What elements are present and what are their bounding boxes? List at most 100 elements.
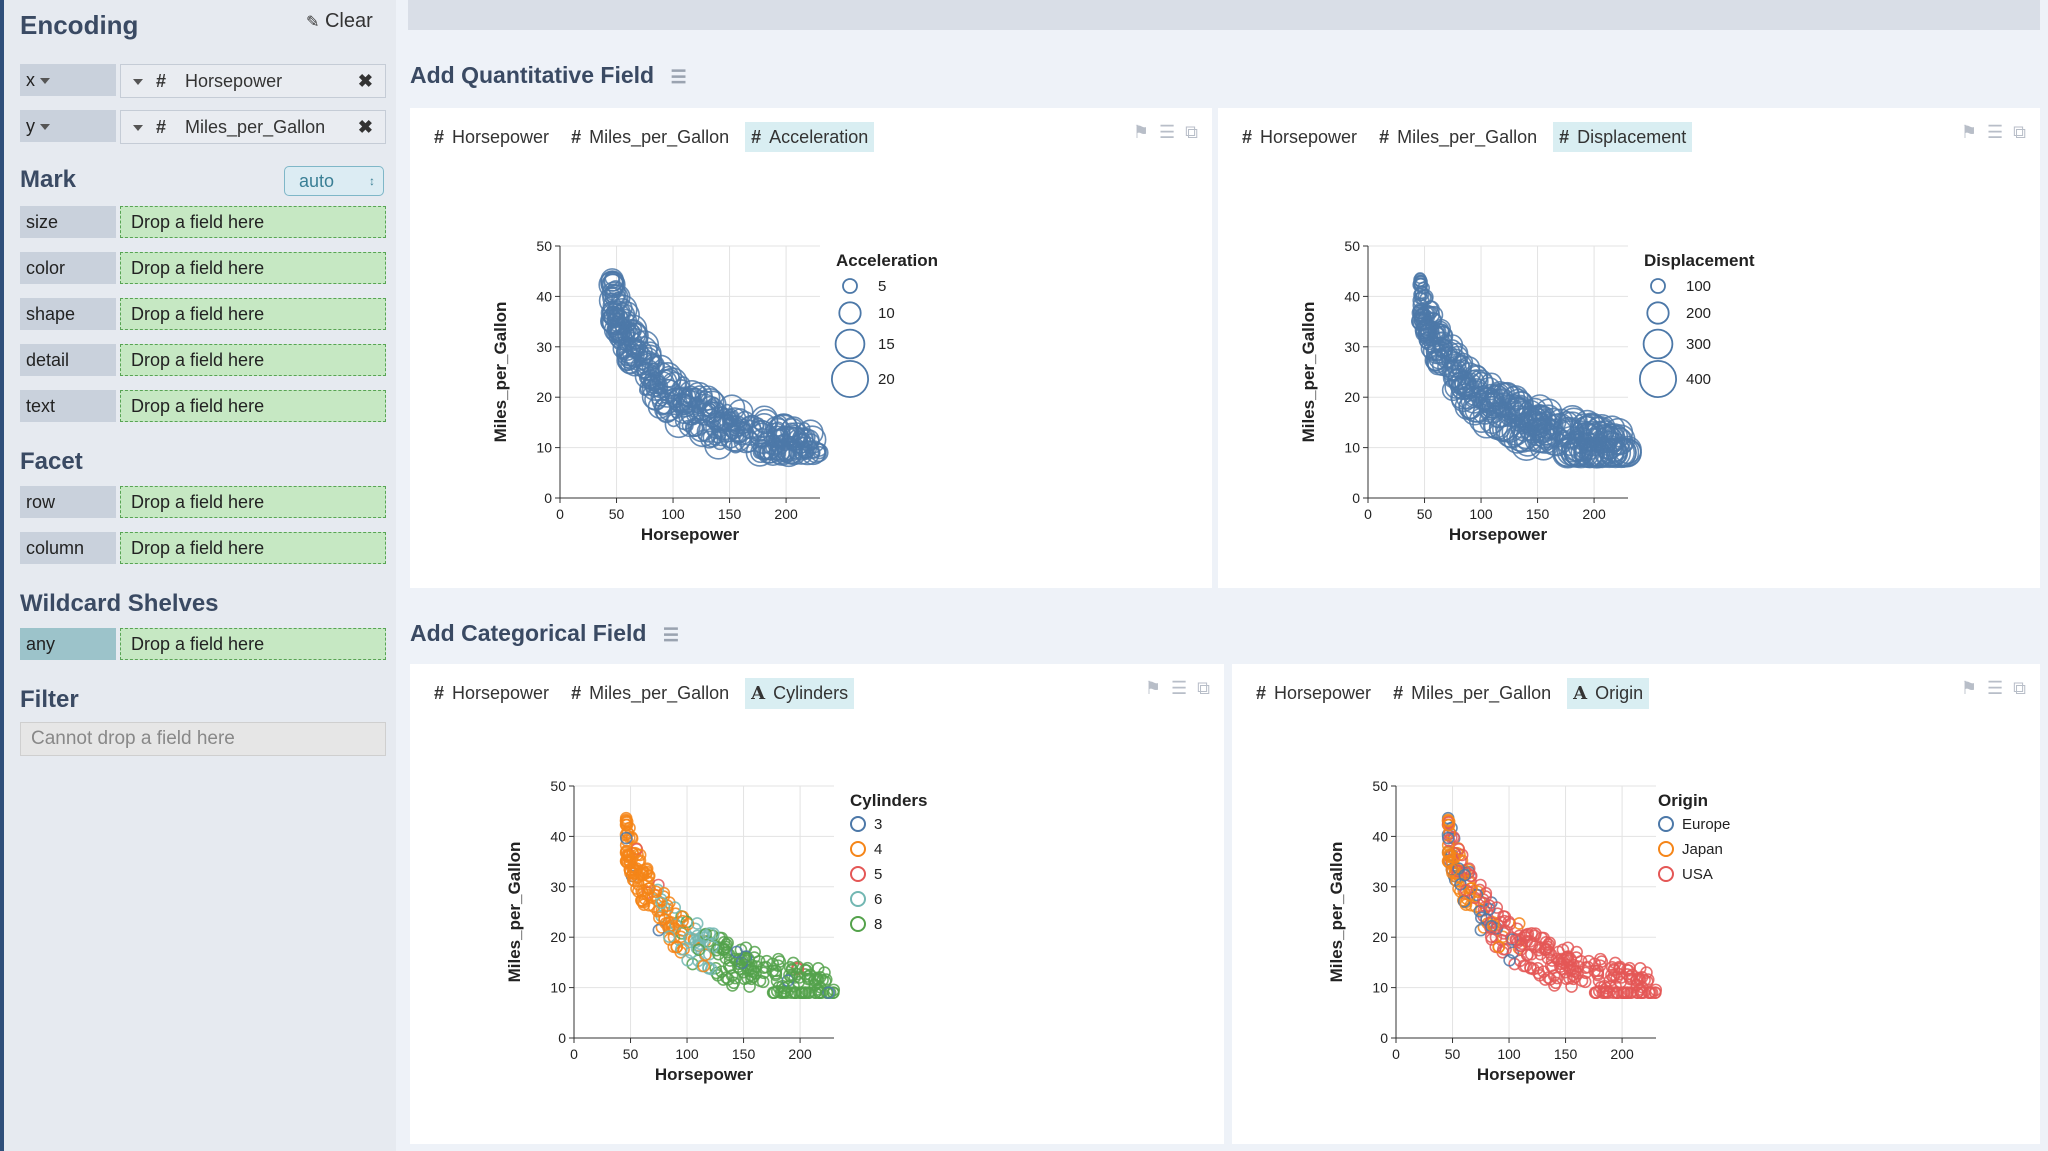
close-icon[interactable]: ✖ (357, 71, 373, 91)
legend-symbol (850, 841, 866, 857)
copy-icon[interactable]: ⧉ (1185, 122, 1198, 142)
bookmark-icon[interactable]: ⚑ (1960, 122, 1977, 142)
scatter-chart: 0 50 100 150 200 0 10 20 30 40 50 Horsepower Miles_p… (491, 238, 938, 544)
bookmark-icon[interactable]: ⚑ (1144, 678, 1161, 698)
drop-zone[interactable]: Drop a field here (120, 344, 386, 376)
y-field-pill[interactable]: # Miles_per_Gallon ✖ (120, 110, 386, 144)
data-point (702, 948, 716, 961)
copy-icon[interactable]: ⧉ (2013, 678, 2026, 698)
drop-zone[interactable]: Drop a field here (120, 206, 386, 238)
text-type-icon: A (751, 683, 766, 704)
data-point (1490, 901, 1504, 914)
detail-shelf[interactable]: detail Drop a field here (20, 344, 386, 376)
data-point (757, 441, 780, 464)
x-axis-title: Horsepower (641, 525, 740, 544)
list-icon[interactable]: ☰ (1987, 122, 2004, 142)
list-icon[interactable]: ☰ (1159, 122, 1176, 142)
data-point (722, 948, 736, 961)
color-shelf[interactable]: color Drop a field here (20, 252, 386, 284)
data-point (1482, 899, 1496, 913)
legend-label: 6 (874, 891, 882, 908)
chart-panel-cylinders[interactable]: # Horsepower # Miles_per_Gallon A Cylinders ⚑… (410, 664, 1224, 1144)
any-shelf[interactable]: any Drop a field here (20, 628, 386, 660)
legend-symbol (1638, 359, 1677, 398)
x-tick-label: 50 (1417, 506, 1433, 522)
x-encoding-shelf[interactable]: x # Horsepower ✖ (20, 64, 386, 98)
drop-zone[interactable]: Drop a field here (120, 486, 386, 518)
x-tick-label: 0 (1364, 506, 1372, 522)
data-point (712, 435, 728, 451)
clear-button[interactable]: ✎ Clear (306, 10, 373, 33)
column-shelf[interactable]: column Drop a field here (20, 532, 386, 564)
x-axis-title: Horsepower (655, 1065, 754, 1084)
shape-shelf[interactable]: shape Drop a field here (20, 298, 386, 330)
x-field-pill[interactable]: # Horsepower ✖ (120, 64, 386, 98)
drop-zone[interactable]: Drop a field here (120, 298, 386, 330)
chart-panel-displacement[interactable]: # Horsepower # Miles_per_Gallon # Displacemen… (1218, 108, 2040, 588)
data-point (676, 924, 690, 937)
data-point (641, 383, 669, 411)
copy-icon[interactable]: ⧉ (1197, 678, 1210, 698)
chart-panel-acceleration[interactable]: # Horsepower # Miles_per_Gallon # Acceleratio… (410, 108, 1212, 588)
drop-zone[interactable]: Drop a field here (120, 390, 386, 422)
chevron-down-icon[interactable] (133, 125, 143, 132)
data-point (1483, 412, 1512, 441)
chevron-down-icon[interactable] (133, 79, 143, 86)
legend-symbol (850, 891, 866, 907)
data-point (660, 899, 674, 913)
drop-zone[interactable]: Drop a field here (120, 252, 386, 284)
mark-title: Mark (20, 166, 77, 193)
shelf-channel-label: color (20, 252, 116, 284)
data-point (668, 901, 682, 914)
data-point (651, 904, 665, 918)
size-shelf[interactable]: size Drop a field here (20, 206, 386, 238)
chart-panel-origin[interactable]: # Horsepower # Miles_per_Gallon A Origin ⚑ ☰ ⧉ … (1232, 664, 2040, 1144)
drop-zone[interactable]: Drop a field here (120, 628, 386, 660)
data-point (809, 986, 822, 999)
copy-icon[interactable]: ⧉ (2013, 122, 2026, 142)
x-tick-label: 50 (623, 1046, 639, 1062)
data-point (724, 961, 737, 974)
data-point (709, 961, 722, 975)
data-point (634, 348, 648, 362)
data-point (1492, 415, 1519, 443)
list-icon[interactable]: ☰ (670, 67, 687, 87)
data-point (670, 940, 683, 954)
row-shelf[interactable]: row Drop a field here (20, 486, 386, 518)
drop-zone[interactable]: Drop a field here (120, 532, 386, 564)
text-shelf[interactable]: text Drop a field here (20, 390, 386, 422)
close-icon[interactable]: ✖ (357, 117, 373, 137)
mark-type-select[interactable]: auto ↕ (284, 166, 384, 196)
x-tick-label: 50 (609, 506, 625, 522)
data-point (730, 945, 743, 959)
data-point (775, 426, 791, 442)
data-point (1448, 851, 1461, 865)
data-point (746, 970, 760, 983)
data-point (1514, 933, 1527, 947)
y-encoding-shelf[interactable]: y # Miles_per_Gallon ✖ (20, 110, 386, 144)
data-point (1582, 954, 1596, 968)
data-point (655, 896, 668, 910)
legend-label: 3 (874, 816, 882, 833)
field-token: # Horsepower (1242, 127, 1358, 147)
data-point (626, 851, 639, 865)
x-axis-title: Horsepower (1449, 525, 1548, 544)
list-icon[interactable]: ☰ (1987, 678, 2004, 698)
data-point (1473, 904, 1487, 918)
legend-symbol (850, 816, 866, 832)
data-point (1441, 831, 1455, 845)
y-tick-label: 40 (1344, 288, 1360, 304)
y-tick-label: 0 (1380, 1030, 1388, 1046)
list-icon[interactable]: ☰ (662, 625, 679, 645)
data-point (1612, 967, 1626, 981)
data-point (1531, 961, 1544, 975)
bookmark-icon[interactable]: ⚑ (1960, 678, 1977, 698)
list-icon[interactable]: ☰ (1171, 678, 1188, 698)
x-tick-label: 200 (1610, 1046, 1634, 1062)
filter-drop-zone: Cannot drop a field here (20, 722, 386, 756)
data-point (664, 387, 686, 409)
data-point (622, 343, 645, 367)
data-point (1439, 345, 1459, 365)
data-point (1593, 425, 1624, 456)
bookmark-icon[interactable]: ⚑ (1132, 122, 1149, 142)
